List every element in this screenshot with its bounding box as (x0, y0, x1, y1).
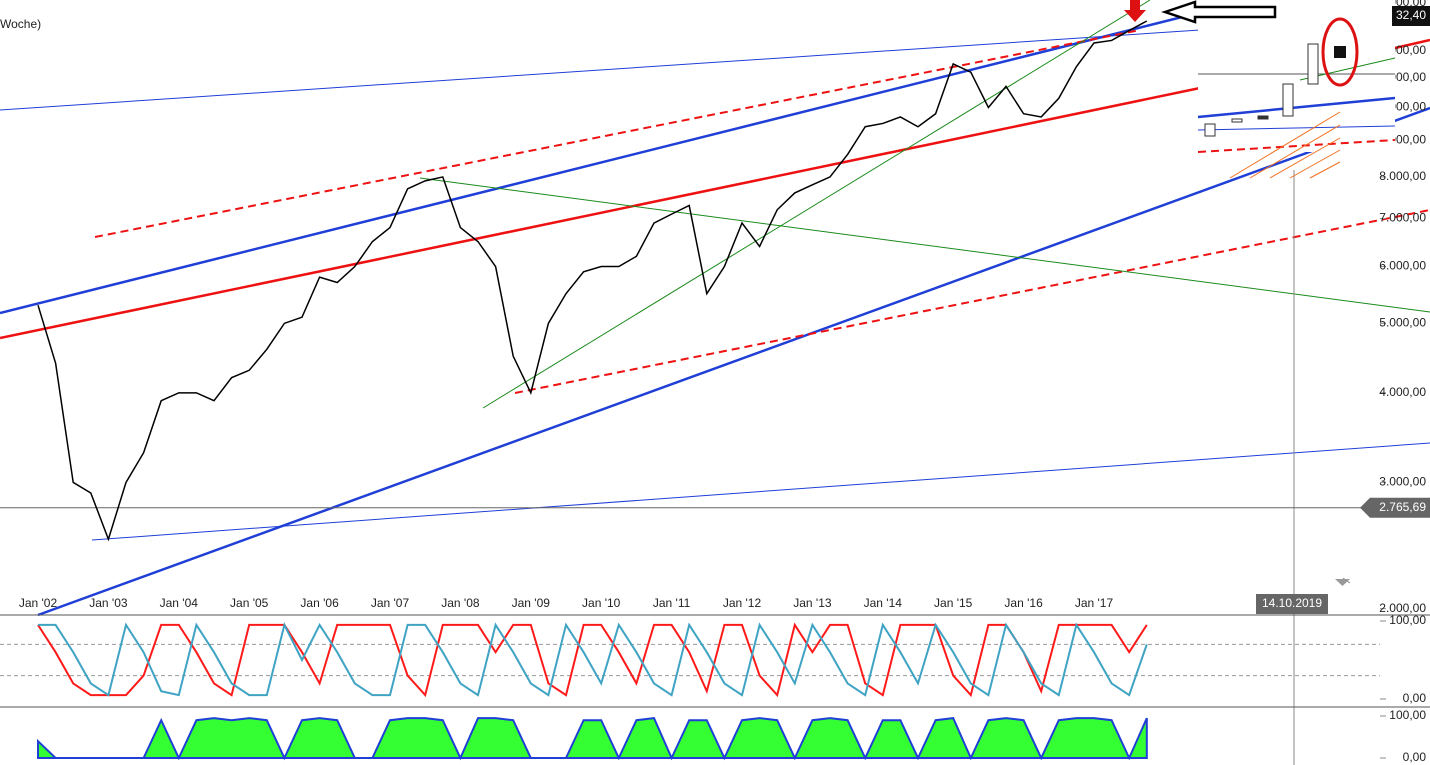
y-tick-label: 3.000,00 (1379, 475, 1426, 489)
y-tick-label: 14.000,00 (1373, 0, 1427, 9)
series-line (37, 622, 1148, 698)
trend-line (0, 86, 1201, 340)
trend-line (482, 0, 1151, 409)
arrow-down (1124, 0, 1146, 22)
inset-candle (1334, 46, 1346, 58)
last-price-label: 32,40 (1396, 8, 1426, 22)
x-tick-label: Jan '15 (934, 596, 973, 610)
x-tick-label: Jan '08 (441, 596, 480, 610)
y-tick-label: 5.000,00 (1379, 316, 1426, 330)
crosshair-box (1360, 497, 1430, 518)
chart-title: Woche) (0, 17, 41, 31)
x-tick-label: Jan '14 (864, 596, 903, 610)
trend-line (0, 29, 1201, 111)
x-tick-label: Jan '09 (512, 596, 551, 610)
highlight-circle (1321, 17, 1359, 87)
scroll-icon (1335, 579, 1350, 586)
y-tick-label: 6.000,00 (1379, 259, 1426, 273)
trend-line (91, 442, 1430, 541)
x-tick-label: Jan '06 (300, 596, 339, 610)
trend-line (1394, 38, 1430, 50)
inset-candle (1204, 123, 1216, 137)
y-tick-label: 8.000,00 (1379, 169, 1426, 183)
trend-line (94, 29, 1141, 238)
y-tick-label: 7.000,00 (1379, 211, 1426, 225)
x-tick-label: Jan '04 (160, 596, 199, 610)
inset-ribbon (1229, 111, 1341, 179)
x-tick-label: Jan '02 (19, 596, 58, 610)
inset-candle (1231, 118, 1243, 123)
series-line (37, 20, 1148, 542)
inset-line (1197, 125, 1396, 131)
crosshair-label: 2.765,69 (1379, 500, 1426, 514)
x-tick-label: Jan '13 (793, 596, 832, 610)
x-tick-label: Jan '10 (582, 596, 621, 610)
x-tick-label: Jan '03 (89, 596, 128, 610)
trend-line (37, 106, 1430, 617)
inset-line (1197, 139, 1396, 153)
date-box (1256, 594, 1328, 614)
x-tick-label: Jan '11 (653, 596, 691, 610)
last-price-box (1392, 6, 1430, 26)
x-tick-label: Jan '12 (723, 596, 762, 610)
inset-candle (1307, 43, 1319, 85)
x-tick-label: Jan '16 (1004, 596, 1043, 610)
x-tick-label: Jan '17 (1075, 596, 1114, 610)
y-tick-label: 0,00 (1403, 691, 1427, 705)
inset-candle (1282, 83, 1294, 117)
inset-line (1197, 96, 1396, 119)
zoom-inset (1124, 0, 1396, 586)
y-tick-label: 2.000,00 (1379, 601, 1426, 615)
y-tick-label: 4.000,00 (1379, 385, 1426, 399)
arrow-left (1161, 0, 1277, 24)
y-tick-label: 100,00 (1389, 708, 1426, 722)
trend-line (0, 0, 1251, 315)
inset-candle (1257, 115, 1269, 120)
crosshair-date: 14.10.2019 (1262, 596, 1322, 610)
series-area (37, 717, 1148, 761)
trend-line (419, 177, 1430, 313)
x-tick-label: Jan '05 (230, 596, 269, 610)
series-line (38, 622, 1148, 697)
y-tick-label: 0,00 (1403, 750, 1427, 764)
x-tick-label: Jan '07 (371, 596, 410, 610)
y-tick-label: 100,00 (1389, 613, 1426, 627)
